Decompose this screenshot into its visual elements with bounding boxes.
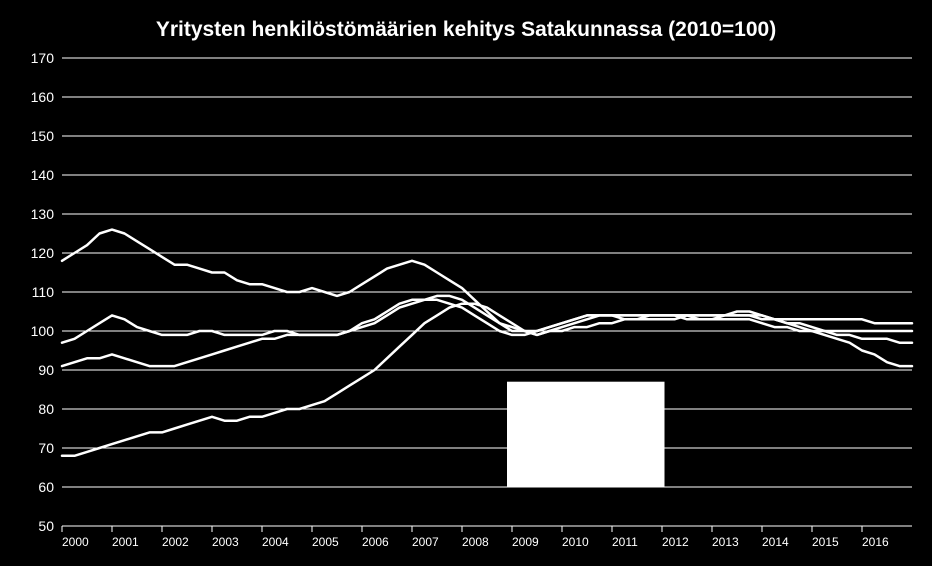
chart-title: Yritysten henkilöstömäärien kehitys Sata… bbox=[0, 0, 932, 50]
svg-text:2000: 2000 bbox=[62, 535, 89, 549]
svg-text:100: 100 bbox=[31, 323, 55, 339]
svg-text:90: 90 bbox=[38, 362, 54, 378]
svg-text:2016: 2016 bbox=[862, 535, 889, 549]
svg-text:2007: 2007 bbox=[412, 535, 439, 549]
svg-text:2010: 2010 bbox=[562, 535, 589, 549]
svg-text:160: 160 bbox=[31, 89, 55, 105]
svg-text:2012: 2012 bbox=[662, 535, 689, 549]
svg-text:2005: 2005 bbox=[312, 535, 339, 549]
svg-text:2015: 2015 bbox=[812, 535, 839, 549]
svg-text:60: 60 bbox=[38, 479, 54, 495]
line-chart: 50 60 70 80 90 100 110 120 130 140 150 160 170 2000 20… bbox=[0, 50, 932, 560]
svg-text:2011: 2011 bbox=[612, 535, 638, 549]
svg-text:150: 150 bbox=[31, 128, 55, 144]
svg-text:140: 140 bbox=[31, 167, 55, 183]
svg-text:2008: 2008 bbox=[462, 535, 489, 549]
svg-text:80: 80 bbox=[38, 401, 54, 417]
svg-text:2001: 2001 bbox=[112, 535, 139, 549]
svg-text:2014: 2014 bbox=[762, 535, 789, 549]
svg-text:2004: 2004 bbox=[262, 535, 289, 549]
svg-text:50: 50 bbox=[38, 518, 54, 534]
svg-text:110: 110 bbox=[32, 284, 55, 300]
svg-text:2003: 2003 bbox=[212, 535, 239, 549]
chart-container: 50 60 70 80 90 100 110 120 130 140 150 160 170 2000 20… bbox=[0, 50, 932, 560]
svg-text:2013: 2013 bbox=[712, 535, 739, 549]
svg-text:70: 70 bbox=[38, 440, 54, 456]
svg-text:120: 120 bbox=[31, 245, 55, 261]
svg-text:2002: 2002 bbox=[162, 535, 189, 549]
svg-text:130: 130 bbox=[31, 206, 55, 222]
svg-text:170: 170 bbox=[31, 50, 55, 66]
svg-text:2006: 2006 bbox=[362, 535, 389, 549]
svg-text:2009: 2009 bbox=[512, 535, 539, 549]
